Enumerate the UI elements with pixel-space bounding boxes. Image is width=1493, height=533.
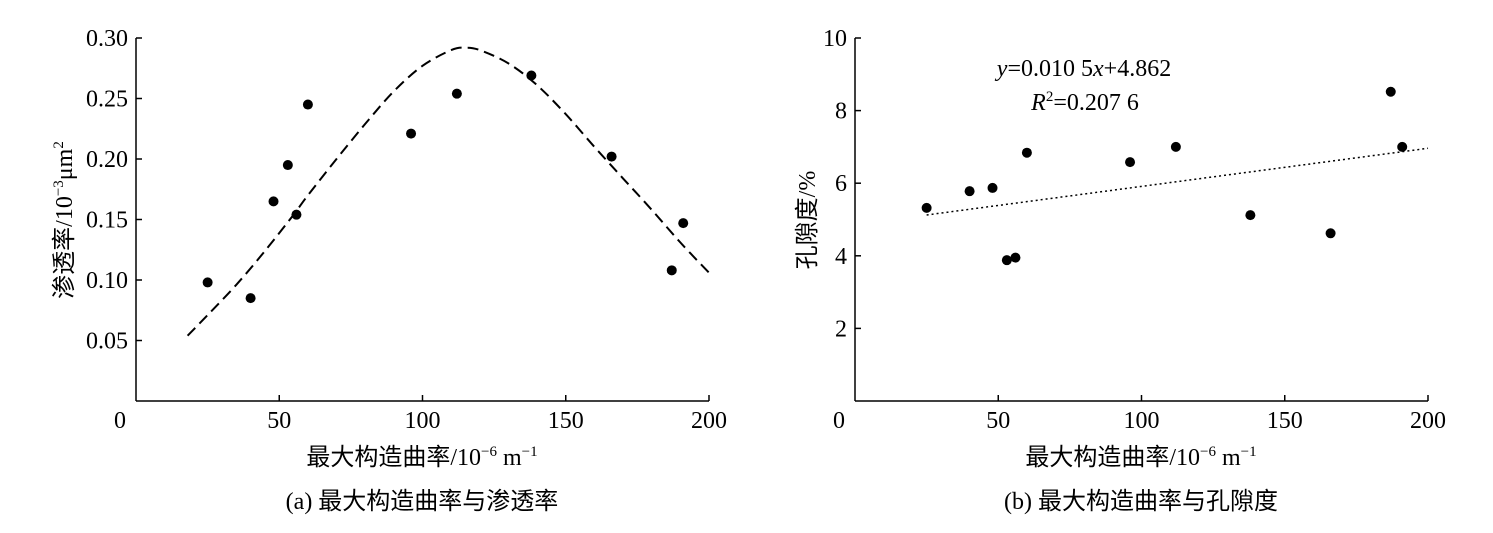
data-point	[202, 277, 213, 288]
data-point	[964, 186, 975, 197]
panel-b-trendline	[926, 147, 1429, 216]
panel-a-y-ticks: 0.05 0.10 0.15 0.20 0.25 0.30	[86, 26, 142, 355]
panel-a-chart: 50 100 150 200 0.05 0.10 0.15 0.20 0.25 0.30 0 最…	[51, 26, 727, 515]
panel-b-chart: 50 100 150 200 2 4 6 8 10 0 y=0.010 5x+4.862 R2…	[794, 26, 1446, 515]
panel-b-x-axis-label: 最大构造曲率/10−6 m−1	[1025, 444, 1256, 471]
panel-b-r-squared: R2=0.207 6	[1030, 89, 1139, 116]
data-point	[526, 70, 537, 81]
x-tick-label: 150	[548, 408, 584, 434]
data-point	[1170, 141, 1181, 152]
y-tick-label: 10	[823, 26, 847, 52]
data-point	[1397, 141, 1408, 152]
data-point	[1125, 157, 1136, 168]
panel-b-x-origin-label: 0	[833, 408, 845, 434]
data-point	[268, 196, 279, 207]
panel-b-data-points	[921, 86, 1408, 266]
data-point	[606, 151, 617, 162]
data-point	[666, 265, 677, 276]
panel-b-y-axis-label: 孔隙度/%	[794, 171, 821, 270]
y-tick-label: 0.25	[86, 87, 128, 113]
data-point	[1001, 255, 1012, 266]
panel-a-data-points	[202, 70, 689, 304]
data-point	[451, 88, 462, 99]
y-tick-label: 6	[835, 171, 847, 197]
data-point	[987, 182, 998, 193]
panel-a-fit-curve	[186, 46, 710, 337]
x-tick-label: 200	[1410, 408, 1446, 434]
data-point	[921, 202, 932, 213]
panel-a-x-ticks: 50 100 150 200	[267, 395, 727, 434]
panel-a-y-axis-label: 渗透率/10−3μm2	[51, 141, 78, 299]
data-point	[302, 99, 313, 110]
panel-b-y-ticks: 2 4 6 8 10	[823, 26, 861, 342]
y-tick-label: 0.15	[86, 208, 128, 234]
panel-b-regression-equation: y=0.010 5x+4.862	[995, 56, 1171, 82]
y-tick-label: 0.10	[86, 268, 128, 294]
x-tick-label: 100	[405, 408, 441, 434]
x-tick-label: 100	[1124, 408, 1160, 434]
x-tick-label: 150	[1267, 408, 1303, 434]
y-tick-label: 0.05	[86, 329, 128, 355]
y-tick-label: 4	[835, 244, 847, 270]
x-tick-label: 50	[267, 408, 291, 434]
y-tick-label: 2	[835, 316, 847, 342]
x-tick-label: 200	[691, 408, 727, 434]
panel-a-x-axis-label: 最大构造曲率/10−6 m−1	[306, 444, 537, 471]
data-point	[1021, 147, 1032, 158]
data-point	[678, 218, 689, 229]
data-point	[406, 128, 417, 139]
y-tick-label: 8	[835, 99, 847, 125]
data-point	[282, 160, 293, 171]
data-point	[1010, 252, 1021, 263]
y-tick-label: 0.30	[86, 26, 128, 52]
panel-a-caption: (a) 最大构造曲率与渗透率	[286, 488, 559, 515]
panel-b-caption: (b) 最大构造曲率与孔隙度	[1004, 488, 1278, 515]
panel-b-x-ticks: 50 100 150 200	[986, 395, 1446, 434]
data-point	[245, 293, 256, 304]
data-point	[1325, 228, 1336, 239]
data-point	[1245, 210, 1256, 221]
data-point	[291, 209, 302, 220]
x-tick-label: 50	[986, 408, 1010, 434]
y-tick-label: 0.20	[86, 147, 128, 173]
data-point	[1385, 86, 1396, 97]
panel-a-x-origin-label: 0	[114, 408, 126, 434]
